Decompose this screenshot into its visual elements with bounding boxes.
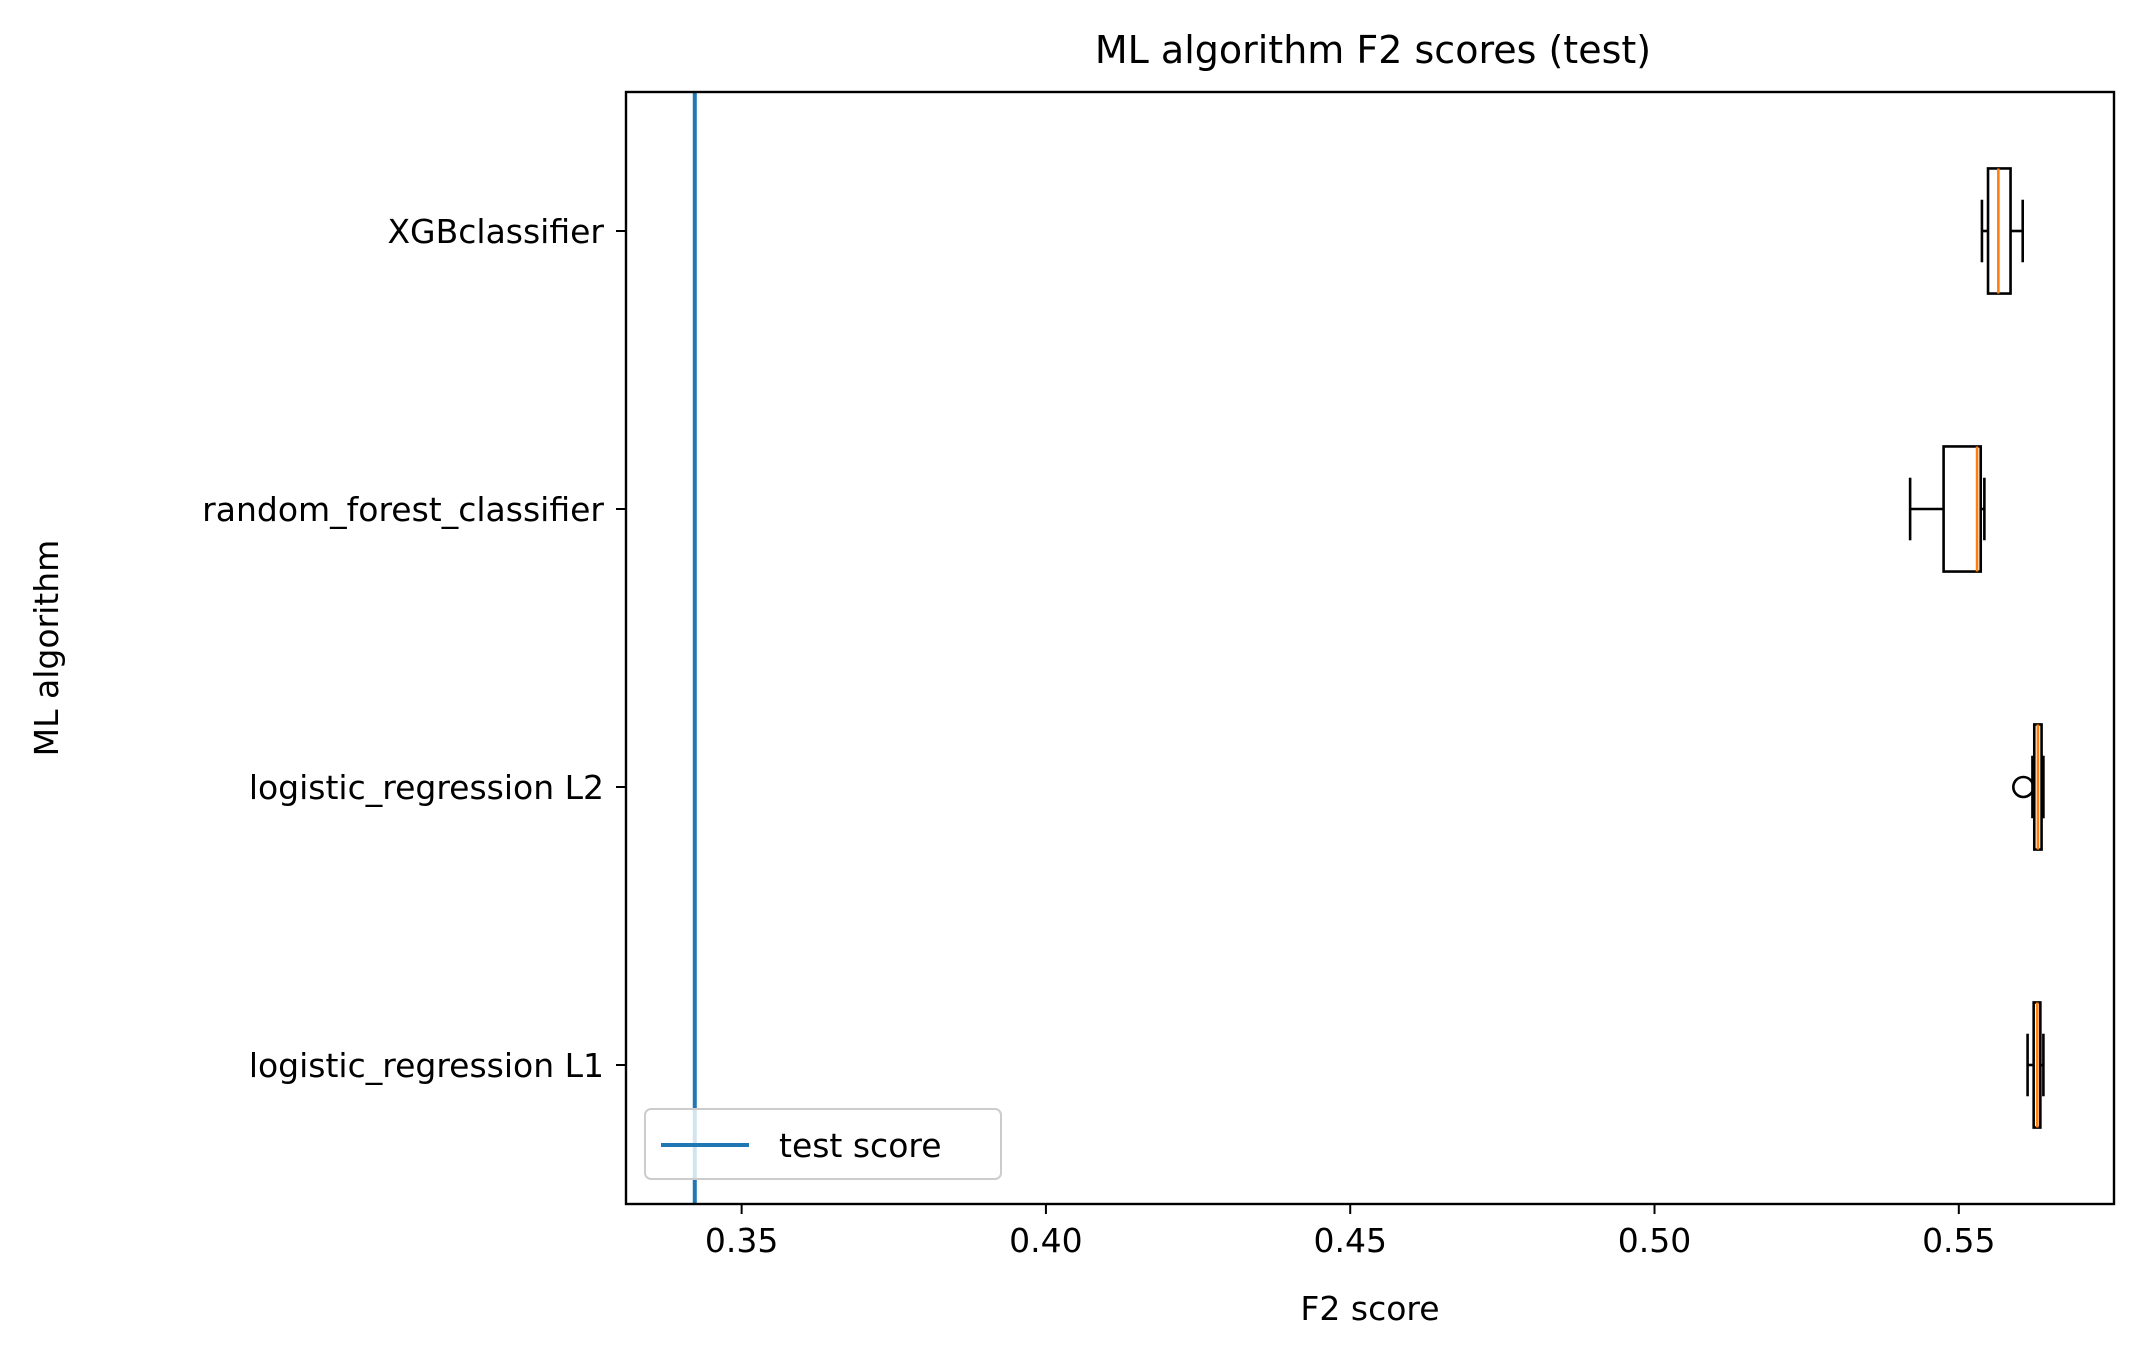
x-tick-label: 0.45 <box>1313 1221 1386 1260</box>
x-tick-label: 0.35 <box>705 1221 778 1260</box>
x-tick-label: 0.40 <box>1009 1221 1082 1260</box>
y-tick-label: logistic_regression L2 <box>249 768 604 807</box>
y-tick-label: logistic_regression L1 <box>249 1046 604 1085</box>
x-axis: 0.35 0.40 0.45 0.50 0.55 <box>705 1204 1996 1260</box>
y-axis-label: ML algorithm <box>27 540 66 757</box>
box-random-forest-classifier <box>1908 445 1986 573</box>
legend-frame <box>644 1108 1002 1180</box>
plot-area <box>692 92 2045 1204</box>
x-axis-label: F2 score <box>1300 1289 1439 1328</box>
chart-title: ML algorithm F2 scores (test) <box>1095 28 1651 72</box>
plot-frame <box>624 90 2116 1206</box>
x-tick-label: 0.50 <box>1618 1221 1691 1260</box>
outlier-point <box>2012 775 2035 799</box>
y-tick-label: XGBclassifier <box>387 212 604 251</box>
x-tick-label: 0.55 <box>1922 1221 1995 1260</box>
box <box>1942 445 1983 573</box>
box-xgbclassifier <box>1980 167 2025 295</box>
box-logistic-regression-l1 <box>2026 1001 2045 1129</box>
y-tick-label: random_forest_classifier <box>202 490 604 529</box>
box-logistic-regression-l2 <box>2012 723 2045 851</box>
legend: test score <box>644 1108 1002 1180</box>
legend-label: test score <box>779 1126 942 1165</box>
y-axis: logistic_regression L1 logistic_regressio… <box>202 212 626 1085</box>
